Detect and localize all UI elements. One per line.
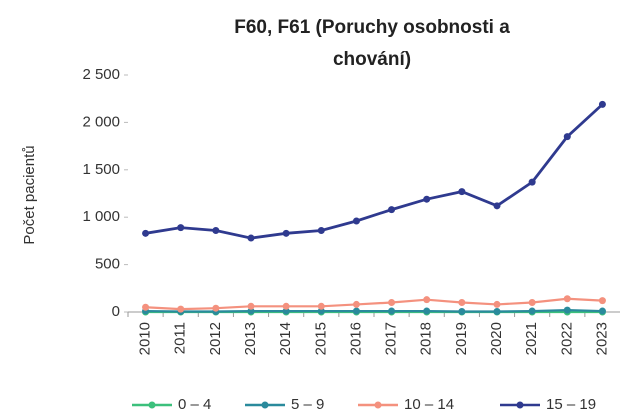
point xyxy=(493,300,501,308)
x-tick-label: 2016 xyxy=(347,322,364,355)
x-tick-label: 2019 xyxy=(453,322,470,355)
point xyxy=(563,306,571,314)
point xyxy=(458,299,466,307)
x-tick-label: 2018 xyxy=(418,322,435,355)
point xyxy=(282,229,290,237)
point xyxy=(177,305,185,313)
legend-marker xyxy=(374,401,382,409)
point xyxy=(247,302,255,310)
point xyxy=(317,226,325,234)
x-tick-label: 2023 xyxy=(593,322,610,355)
x-tick-label: 2017 xyxy=(383,322,400,355)
y-tick-label: 2 000 xyxy=(82,113,120,130)
point xyxy=(212,304,220,312)
point xyxy=(212,226,220,234)
point xyxy=(352,300,360,308)
legend-label: 5 – 9 xyxy=(291,396,324,413)
point xyxy=(493,308,501,316)
x-tick-label: 2020 xyxy=(488,322,505,355)
chart-title: F60, F61 (Poruchy osobnosti a xyxy=(234,17,510,38)
point xyxy=(142,303,150,311)
y-tick-label: 1 000 xyxy=(82,208,120,225)
point xyxy=(493,202,501,210)
point xyxy=(528,307,536,315)
point xyxy=(598,307,606,315)
point xyxy=(423,296,431,304)
x-tick-label: 2015 xyxy=(312,322,329,355)
x-tick-label: 2012 xyxy=(207,322,224,355)
x-tick-label: 2013 xyxy=(242,322,259,355)
point xyxy=(598,297,606,305)
point xyxy=(528,299,536,307)
point xyxy=(388,299,396,307)
legend-marker xyxy=(516,401,524,409)
point xyxy=(423,195,431,203)
point xyxy=(563,295,571,303)
point xyxy=(598,100,606,108)
point xyxy=(247,234,255,242)
series-line xyxy=(145,309,603,313)
x-tick-label: 2011 xyxy=(172,322,189,354)
x-tick-label: 2021 xyxy=(523,322,540,355)
point xyxy=(388,206,396,214)
y-tick-label: 500 xyxy=(95,256,120,273)
point xyxy=(563,133,571,141)
legend-label: 15 – 19 xyxy=(546,396,596,413)
legend-marker xyxy=(148,401,156,409)
legend-label: 0 – 4 xyxy=(178,396,211,413)
series-line xyxy=(145,297,603,311)
point xyxy=(423,307,431,315)
legend-label: 10 – 14 xyxy=(404,396,454,413)
point xyxy=(458,308,466,316)
point xyxy=(352,307,360,315)
legend-marker xyxy=(261,401,269,409)
chart-title: chování) xyxy=(333,49,411,70)
point xyxy=(282,302,290,310)
point xyxy=(317,302,325,310)
x-tick-label: 2022 xyxy=(558,322,575,355)
point xyxy=(352,217,360,225)
x-tick-label: 2014 xyxy=(277,322,294,355)
y-tick-label: 1 500 xyxy=(82,161,120,178)
y-tick-label: 2 500 xyxy=(82,66,120,83)
point xyxy=(177,224,185,232)
point xyxy=(528,178,536,186)
point xyxy=(142,229,150,237)
point xyxy=(458,188,466,196)
y-axis-label: Počet pacientů xyxy=(21,145,38,244)
x-tick-label: 2010 xyxy=(137,322,154,355)
y-tick-label: 0 xyxy=(112,303,120,320)
series-line xyxy=(145,103,604,240)
point xyxy=(388,307,396,315)
